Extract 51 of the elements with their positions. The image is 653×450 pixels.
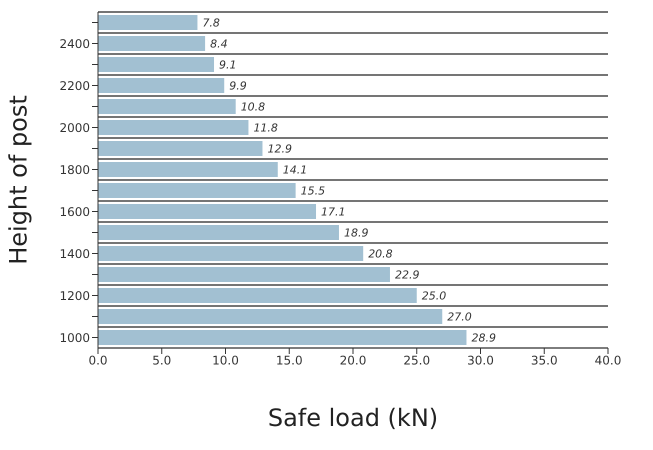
y-tick-label: 1400	[59, 246, 90, 261]
data-label: 15.5	[300, 184, 326, 198]
bar	[98, 183, 296, 198]
bar	[98, 99, 236, 114]
bar	[98, 78, 224, 93]
data-label: 22.9	[394, 268, 420, 282]
data-label: 12.9	[267, 142, 292, 156]
data-label: 28.9	[471, 331, 496, 344]
data-label: 25.0	[422, 289, 446, 302]
y-tick-label: 2400	[59, 36, 90, 51]
data-label: 20.8	[368, 247, 393, 260]
bar	[98, 204, 316, 219]
bar	[98, 330, 466, 345]
bar	[98, 246, 364, 261]
data-label: 17.1	[321, 205, 346, 218]
data-label: 8.4	[210, 37, 228, 50]
bar	[98, 309, 442, 324]
y-tick-label: 1200	[59, 288, 90, 303]
x-tick-label: 20.0	[340, 354, 366, 368]
bar	[98, 162, 278, 177]
x-tick-label: 10.0	[212, 354, 239, 368]
bar	[98, 36, 206, 51]
x-tick-label: 15.0	[276, 354, 303, 368]
y-tick-label: 2200	[59, 78, 90, 93]
x-tick-label: 0.0	[88, 354, 108, 368]
x-axis-title: Safe load (kN)	[268, 404, 438, 432]
bar	[98, 141, 262, 156]
bar	[98, 120, 248, 135]
y-axis-title: Height of post	[4, 95, 33, 265]
bar	[98, 225, 339, 240]
y-tick-label: 2000	[59, 120, 90, 135]
y-tick-label: 1000	[59, 330, 90, 345]
x-tick-label: 25.0	[403, 354, 430, 368]
bar	[98, 57, 214, 72]
x-tick-label: 40.0	[594, 354, 622, 368]
data-label: 10.8	[240, 100, 266, 114]
x-tick-label: 5.0	[152, 354, 172, 368]
bar	[98, 267, 390, 282]
data-label: 27.0	[447, 310, 472, 324]
data-label: 7.8	[202, 16, 220, 30]
x-tick-label: 35.0	[530, 354, 558, 368]
y-tick-label: 1600	[59, 204, 90, 219]
data-label: 9.9	[229, 79, 247, 92]
data-label: 14.1	[282, 163, 308, 176]
data-label: 11.8	[253, 121, 278, 134]
bar	[98, 288, 417, 303]
bar	[98, 15, 198, 30]
data-label: 18.9	[344, 226, 368, 240]
x-tick-label: 30.0	[467, 354, 494, 368]
data-label: 9.1	[219, 58, 237, 72]
y-tick-label: 1800	[59, 162, 90, 177]
